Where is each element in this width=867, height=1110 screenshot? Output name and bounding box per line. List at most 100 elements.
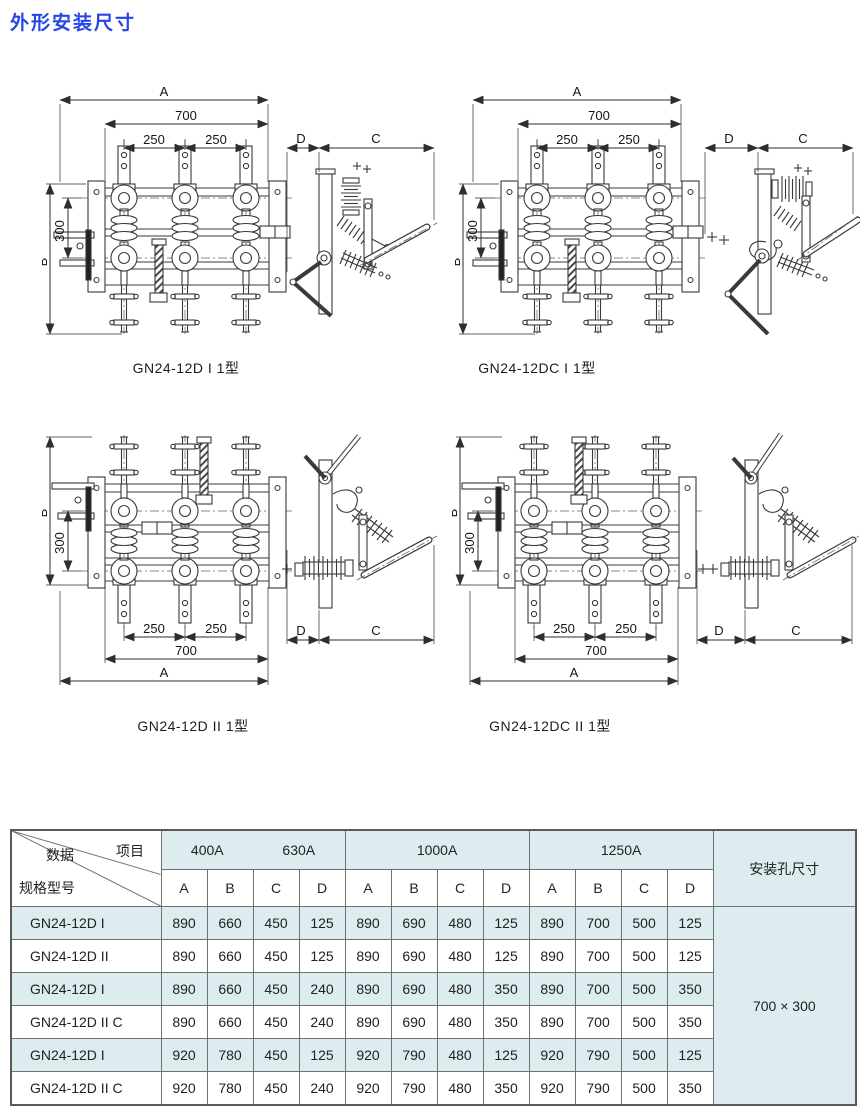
page-title: 外形安装尺寸 — [10, 13, 137, 34]
value-cell: 920 — [160, 1071, 208, 1106]
value-cell: 700 — [574, 906, 622, 940]
corner-cell: 数据 项目 规格型号 — [10, 829, 162, 907]
dim-250: 250 — [143, 621, 165, 636]
sub-header: B — [574, 869, 622, 907]
dim-b: B — [455, 258, 463, 267]
value-cell: 125 — [298, 939, 346, 973]
sub-header: B — [390, 869, 438, 907]
operating-rod-hatched — [562, 238, 581, 303]
dimensions: B 300 250 250 700 A D C — [42, 436, 435, 686]
value-cell: 890 — [160, 939, 208, 973]
corner-data-label: 数据 — [46, 847, 74, 863]
group-400-630: 400A 630A — [160, 829, 346, 870]
value-cell: 790 — [390, 1071, 438, 1106]
value-cell: 890 — [344, 939, 392, 973]
value-cell: 125 — [482, 939, 530, 973]
value-cell: 350 — [482, 972, 530, 1006]
value-cell: 500 — [620, 1005, 668, 1039]
dim-250: 250 — [556, 132, 578, 147]
table-row: GN24-12D II C 890 660 450 240 890 690 480 350 890… — [10, 1005, 856, 1039]
front-view — [53, 139, 292, 335]
value-cell: 480 — [436, 939, 484, 973]
value-cell: 890 — [528, 1005, 576, 1039]
value-cell: 890 — [528, 939, 576, 973]
dim-300: 300 — [52, 220, 67, 242]
dimensions: A 700 250 250 B 300 D C — [455, 84, 854, 335]
dim-d: D — [724, 131, 733, 146]
value-cell: 125 — [298, 906, 346, 940]
dim-700: 700 — [175, 643, 197, 658]
value-cell: 690 — [390, 972, 438, 1006]
spec-table-body: GN24-12D I 890 660 450 125 890 690 480 125 890 700… — [10, 906, 857, 1106]
dim-700: 700 — [585, 643, 607, 658]
install-hole-value-cell: 700 × 300 — [712, 906, 857, 1106]
dim-700: 700 — [588, 108, 610, 123]
sub-header: D — [482, 869, 530, 907]
value-cell: 660 — [206, 939, 254, 973]
value-cell: 890 — [528, 906, 576, 940]
value-cell: 890 — [160, 906, 208, 940]
value-cell: 500 — [620, 939, 668, 973]
value-cell: 500 — [620, 1071, 668, 1106]
dim-b: B — [42, 509, 50, 518]
value-cell: 450 — [252, 1071, 300, 1106]
dim-a: A — [160, 665, 169, 680]
table-row: GN24-12D II C 920 780 450 240 920 790 480 350 920… — [10, 1071, 856, 1106]
value-cell: 450 — [252, 972, 300, 1006]
drawing-gn24-12dc-i: A 700 250 250 B 300 D C — [455, 84, 860, 336]
value-cell: 660 — [206, 906, 254, 940]
value-cell: 920 — [528, 1071, 576, 1106]
value-cell: 890 — [344, 972, 392, 1006]
dim-c: C — [791, 623, 800, 638]
group-1000a: 1000A — [344, 829, 530, 870]
drawing-caption: GN24-12D II 1型 — [137, 718, 249, 734]
group-630a-label: 630A — [282, 842, 316, 858]
value-cell: 350 — [482, 1005, 530, 1039]
model-cell: GN24-12D II C — [10, 1005, 162, 1039]
value-cell: 350 — [666, 972, 714, 1006]
corner-model-label: 规格型号 — [19, 880, 75, 896]
side-view — [698, 432, 860, 609]
value-cell: 125 — [666, 939, 714, 973]
left-linkage — [51, 482, 95, 532]
dim-700: 700 — [175, 108, 197, 123]
dim-300: 300 — [462, 532, 477, 554]
sub-header: B — [206, 869, 254, 907]
dim-b: B — [452, 509, 460, 518]
group-400a-label: 400A — [190, 842, 224, 858]
value-cell: 480 — [436, 906, 484, 940]
dim-250: 250 — [615, 621, 637, 636]
dim-250: 250 — [553, 621, 575, 636]
nameplate — [259, 225, 291, 239]
drawing-gn24-12d-i: A 700 250 250 B 300 D C — [42, 84, 438, 335]
drawing-caption: GN24-12D I 1型 — [132, 360, 240, 376]
dim-a: A — [160, 84, 169, 99]
value-cell: 125 — [666, 1038, 714, 1072]
dim-c: C — [371, 131, 380, 146]
table-row: GN24-12D I 920 780 450 125 920 790 480 125 920 790… — [10, 1038, 856, 1072]
value-cell: 690 — [390, 1005, 438, 1039]
install-hole-header: 安装孔尺寸 — [712, 829, 857, 907]
value-cell: 500 — [620, 906, 668, 940]
drawing-caption: GN24-12DC II 1型 — [489, 718, 611, 734]
sub-header: C — [436, 869, 484, 907]
sub-header: C — [620, 869, 668, 907]
value-cell: 780 — [206, 1071, 254, 1106]
front-view — [461, 434, 702, 630]
dim-d: D — [714, 623, 723, 638]
value-cell: 125 — [482, 1038, 530, 1072]
value-cell: 690 — [390, 939, 438, 973]
dimensions: B 300 250 250 700 A D C — [452, 436, 853, 686]
value-cell: 350 — [666, 1071, 714, 1106]
dim-c: C — [798, 131, 807, 146]
diagonal-divider — [12, 831, 161, 906]
value-cell: 690 — [390, 906, 438, 940]
dim-250: 250 — [143, 132, 165, 147]
corner-item-label: 项目 — [116, 843, 144, 859]
nameplate — [141, 521, 173, 535]
model-cell: GN24-12D I — [10, 972, 162, 1006]
operating-rod-hatched — [149, 238, 168, 303]
dim-300: 300 — [465, 220, 480, 242]
value-cell: 350 — [666, 1005, 714, 1039]
